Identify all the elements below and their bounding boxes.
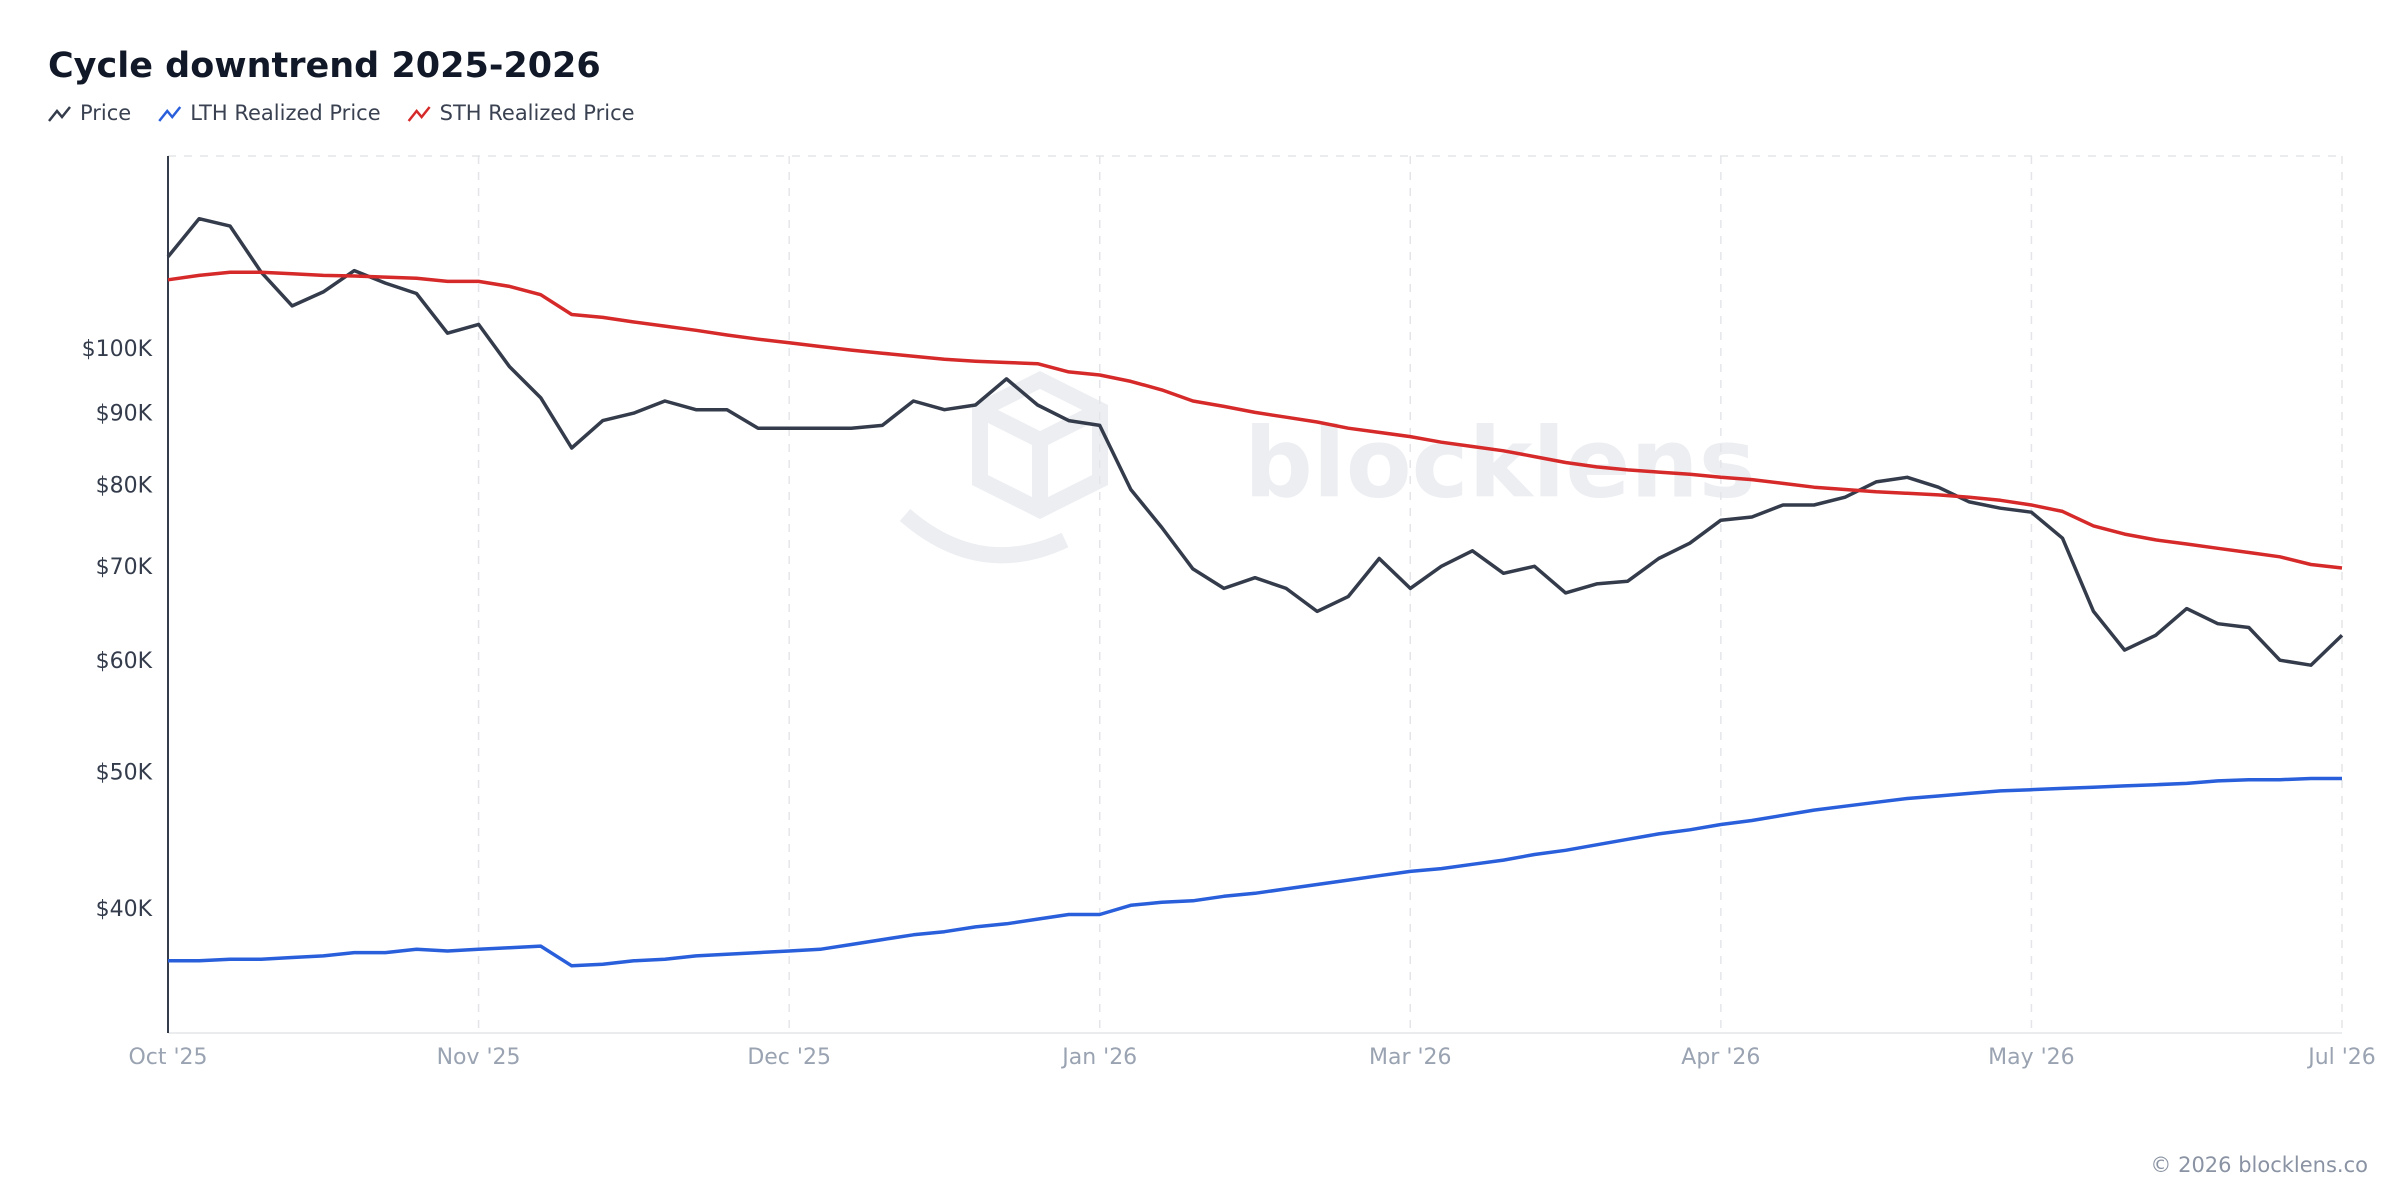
y-tick-label: $50K [96,761,153,786]
series-line [168,776,2342,968]
x-tick-label: Dec '25 [747,1045,831,1070]
x-tick-label: Jan '26 [1060,1045,1137,1070]
x-tick-label: Apr '26 [1681,1045,1760,1070]
x-tick-label: Nov '25 [437,1045,521,1070]
y-tick-label: $80K [96,473,153,498]
y-tick-label: $40K [96,897,153,922]
legend-label: STH Realized Price [440,101,635,125]
x-tick-label: Oct '25 [128,1045,207,1070]
legend-label: LTH Realized Price [190,101,380,125]
legend-icon [48,106,71,122]
y-tick-label: $100K [82,337,153,362]
chart-title: Cycle downtrend 2025-2026 [48,46,601,86]
watermark-logo [899,371,1108,564]
footer: © 2026 blocklens.co [2150,1153,2368,1177]
y-tick-label: $90K [96,401,153,426]
y-tick-label: $70K [96,555,153,580]
x-tick-label: Jul '26 [2306,1045,2376,1070]
series-line [167,270,2343,570]
legend-icon [158,106,182,122]
legend-label: Price [80,101,131,125]
x-tick-label: Mar '26 [1369,1045,1452,1070]
series-line [166,216,2344,667]
legend-icon [407,106,431,122]
y-tick-label: $60K [96,649,153,674]
x-tick-label: May '26 [1988,1045,2075,1070]
